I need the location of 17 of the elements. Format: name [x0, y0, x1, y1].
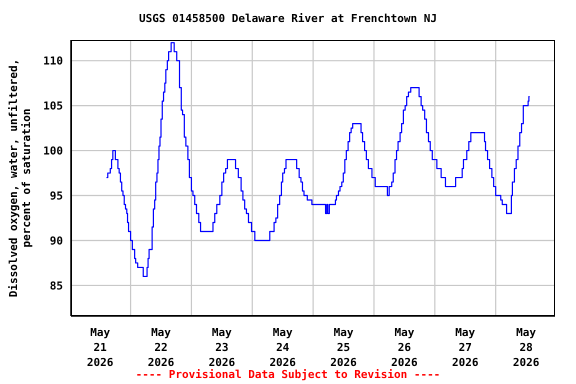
x-tick-label: May 25 2026: [330, 326, 358, 369]
y-tick-label: 105: [43, 100, 63, 113]
x-tick-label: May 26 2026: [391, 326, 418, 369]
x-tick-label: May 21 2026: [86, 326, 114, 369]
x-tick-label: May 28 2026: [512, 326, 540, 369]
chart-title: USGS 01458500 Delaware River at Frenchtown NJ: [138, 12, 438, 25]
x-tick-label: May 27 2026: [452, 326, 479, 369]
y-tick-label: 110: [43, 54, 63, 68]
x-tick-label: May 22 2026: [148, 326, 175, 369]
y-tick-label: 90: [50, 234, 63, 248]
y-axis-title: Dissolved oxygen, water, unfiltered, percent of saturation: [7, 58, 33, 298]
x-tick-label: May 23 2026: [208, 326, 236, 369]
text: ---- Provisional Data Subject to Revision ----: [134, 368, 442, 381]
y-tick-label: 85: [50, 279, 63, 292]
y-tick-label: 100: [43, 144, 63, 158]
x-tick-label: May 24 2026: [269, 326, 296, 369]
y-tick-label: 95: [50, 189, 63, 202]
